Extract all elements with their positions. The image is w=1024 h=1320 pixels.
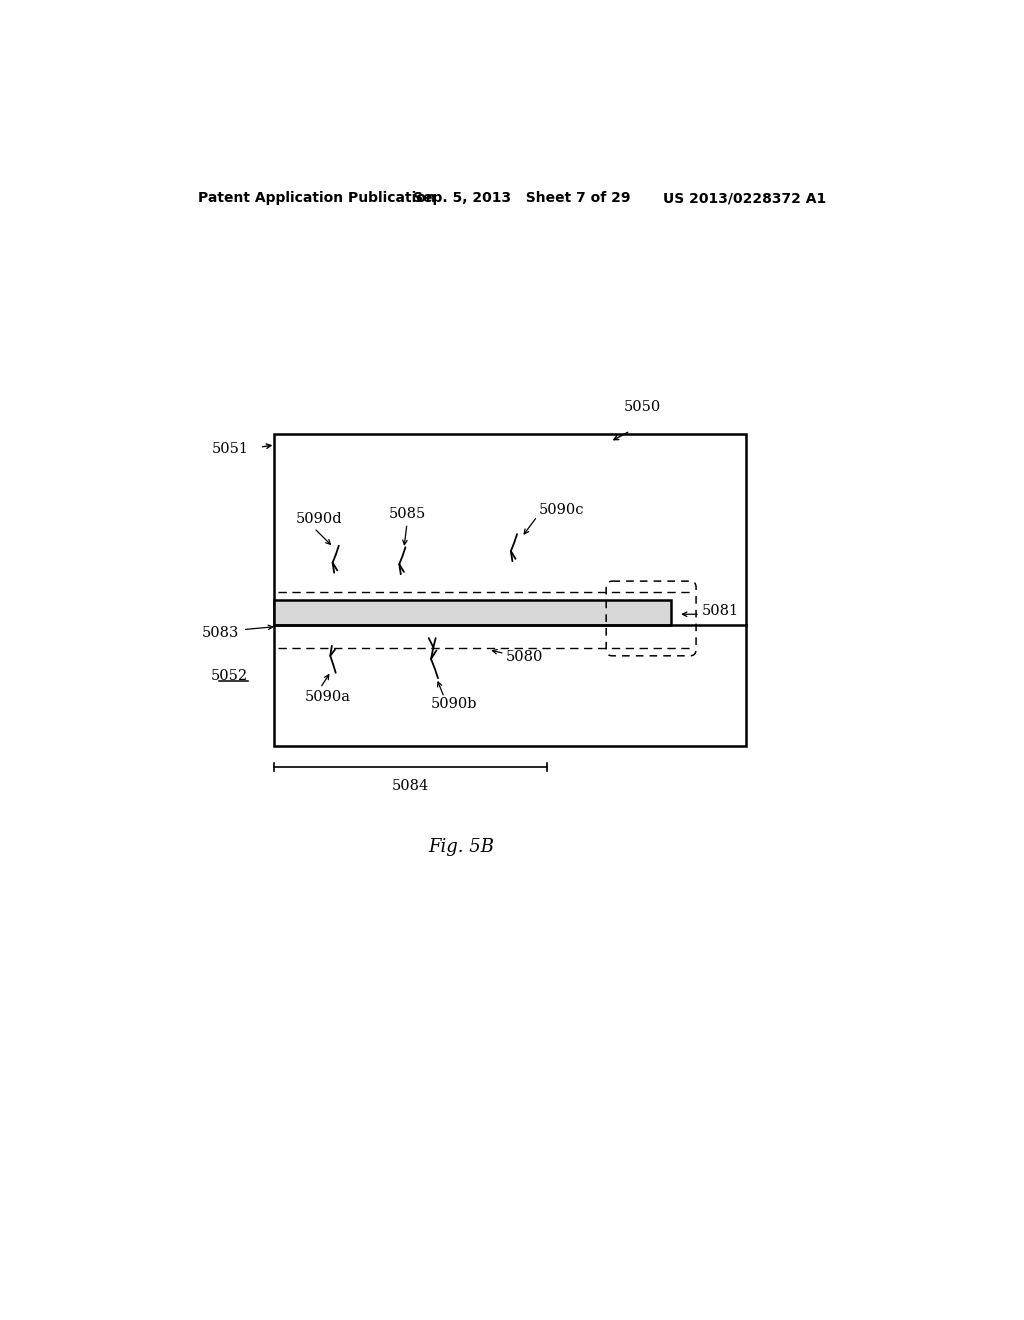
Text: 5050: 5050	[624, 400, 662, 414]
Text: 5090b: 5090b	[430, 697, 477, 711]
Text: 5090c: 5090c	[539, 503, 585, 516]
Bar	[273, 601, 671, 626]
Text: Fig. 5B: Fig. 5B	[428, 837, 495, 855]
Text: US 2013/0228372 A1: US 2013/0228372 A1	[663, 191, 826, 206]
Text: Patent Application Publication: Patent Application Publication	[198, 191, 435, 206]
Text: 5085: 5085	[388, 507, 426, 521]
Text: 5080: 5080	[506, 649, 544, 664]
Text: Sep. 5, 2013   Sheet 7 of 29: Sep. 5, 2013 Sheet 7 of 29	[414, 191, 631, 206]
Text: 5081: 5081	[701, 605, 738, 618]
Text: 5052: 5052	[211, 669, 248, 682]
Text: 5090d: 5090d	[295, 512, 342, 525]
Bar	[273, 434, 745, 746]
Text: 5083: 5083	[202, 627, 240, 640]
Text: 5084: 5084	[391, 779, 429, 793]
Text: 5090a: 5090a	[305, 689, 350, 704]
Text: 5051: 5051	[212, 442, 249, 457]
